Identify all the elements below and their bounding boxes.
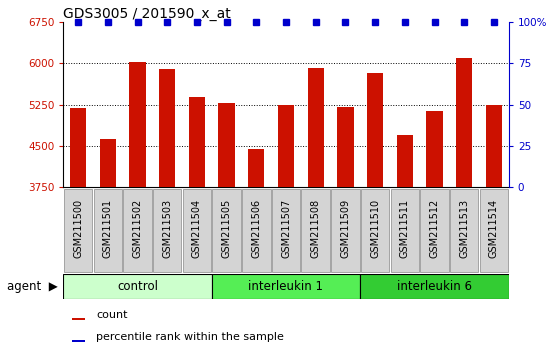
Text: GSM211507: GSM211507	[281, 199, 291, 258]
Bar	[94, 189, 122, 272]
Bar	[218, 103, 235, 187]
Bar	[450, 189, 478, 272]
Bar	[331, 189, 360, 272]
Bar	[361, 189, 389, 272]
Bar	[486, 105, 502, 187]
Text: GSM211511: GSM211511	[400, 199, 410, 258]
Bar	[420, 189, 449, 272]
Bar	[367, 73, 383, 187]
Text: GSM211510: GSM211510	[370, 199, 380, 258]
Text: GSM211502: GSM211502	[133, 199, 142, 258]
Bar	[129, 62, 146, 187]
Bar	[212, 274, 360, 299]
Text: GSM211508: GSM211508	[311, 199, 321, 258]
Bar	[272, 189, 300, 272]
Bar	[426, 111, 443, 187]
Bar	[301, 189, 330, 272]
Text: control: control	[117, 280, 158, 293]
Text: GSM211506: GSM211506	[251, 199, 261, 258]
Bar	[159, 69, 175, 187]
Text: GSM211514: GSM211514	[489, 199, 499, 258]
Bar	[64, 189, 92, 272]
Bar	[212, 189, 241, 272]
Bar	[72, 318, 85, 320]
Text: GSM211509: GSM211509	[340, 199, 350, 258]
Text: GSM211504: GSM211504	[192, 199, 202, 258]
Bar	[153, 189, 182, 272]
Bar	[397, 135, 413, 187]
Text: interleukin 6: interleukin 6	[397, 280, 472, 293]
Bar	[248, 149, 265, 187]
Text: agent  ▶: agent ▶	[7, 280, 58, 293]
Bar	[390, 189, 419, 272]
Text: GSM211501: GSM211501	[103, 199, 113, 258]
Bar	[183, 189, 211, 272]
Text: percentile rank within the sample: percentile rank within the sample	[96, 332, 284, 342]
Bar	[480, 189, 508, 272]
Text: GSM211503: GSM211503	[162, 199, 172, 258]
Text: GSM211512: GSM211512	[430, 199, 439, 258]
Bar	[307, 68, 324, 187]
Bar	[123, 189, 152, 272]
Bar	[72, 340, 85, 342]
Bar	[360, 274, 509, 299]
Text: interleukin 1: interleukin 1	[249, 280, 323, 293]
Bar	[189, 97, 205, 187]
Text: GSM211513: GSM211513	[459, 199, 469, 258]
Text: count: count	[96, 310, 128, 320]
Text: GSM211505: GSM211505	[222, 199, 232, 258]
Bar	[100, 139, 116, 187]
Text: GSM211500: GSM211500	[73, 199, 83, 258]
Bar	[70, 108, 86, 187]
Bar	[456, 58, 472, 187]
Bar	[242, 189, 271, 272]
Text: GDS3005 / 201590_x_at: GDS3005 / 201590_x_at	[63, 7, 231, 21]
Bar	[278, 105, 294, 187]
Bar	[63, 274, 212, 299]
Bar	[337, 107, 354, 187]
